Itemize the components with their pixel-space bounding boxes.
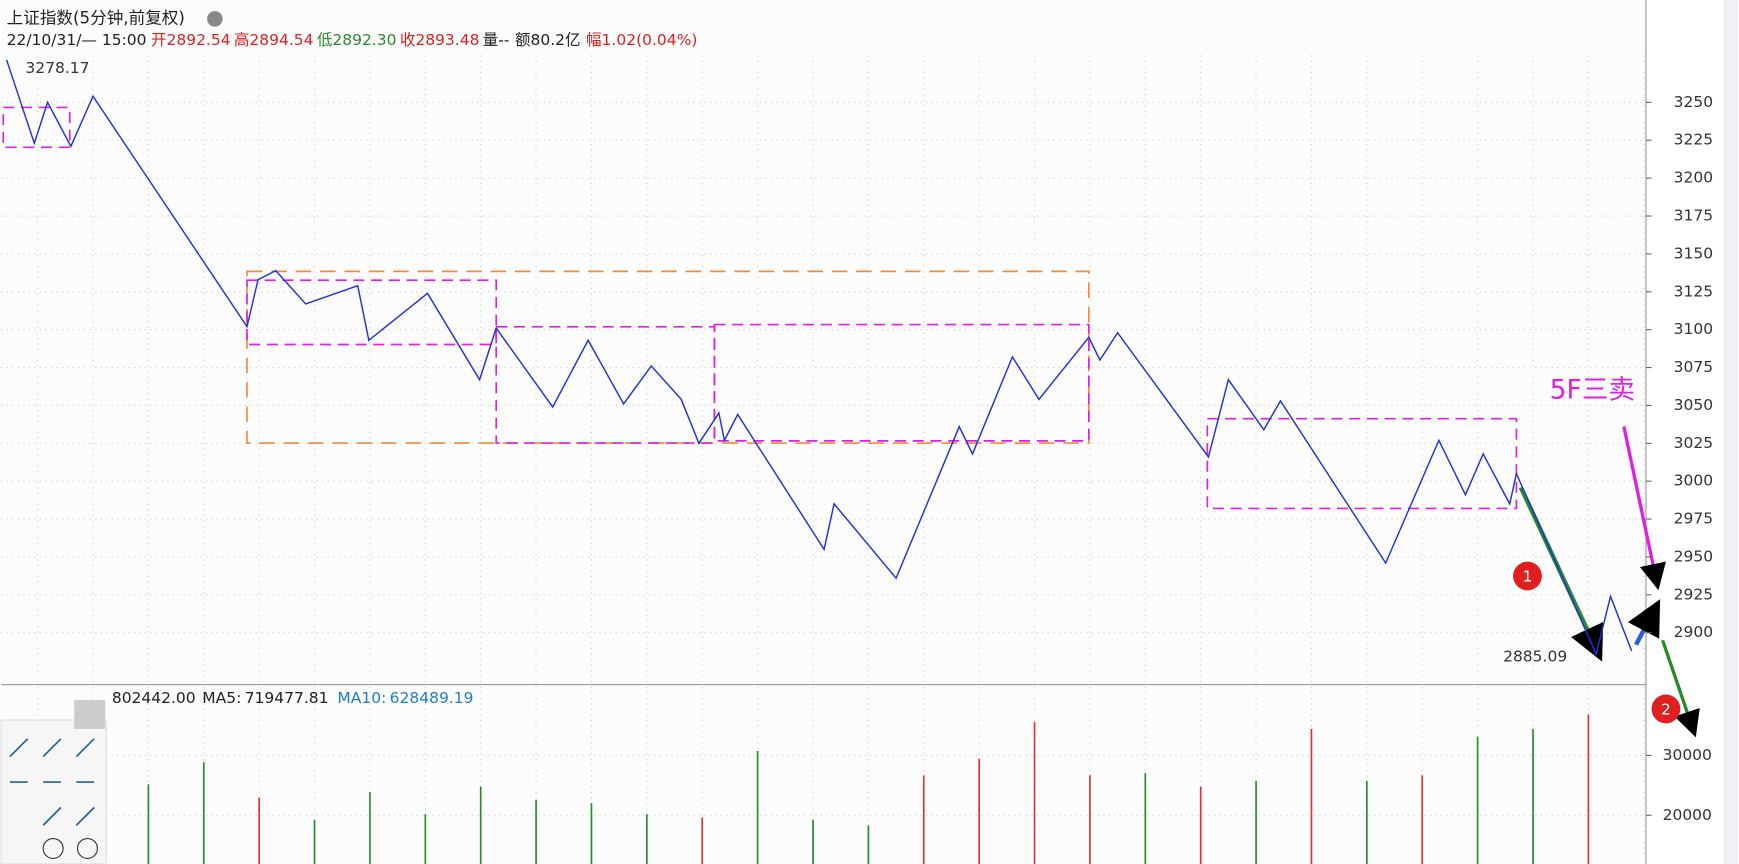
- drawing-toolbox: [0, 700, 107, 864]
- close-button[interactable]: [74, 700, 106, 729]
- trend-arrow: [1627, 599, 1661, 646]
- center-box: [246, 270, 1090, 444]
- tool-icon[interactable]: [76, 837, 98, 860]
- marker-circle: [1513, 561, 1542, 591]
- marker-text: 2: [1661, 701, 1671, 719]
- marker-text: 1: [1523, 568, 1533, 586]
- tool-icons[interactable]: [9, 738, 95, 826]
- value: 802442.00: [112, 688, 196, 706]
- label: 幅: [586, 30, 602, 48]
- y-tick-label: 3200: [1674, 169, 1713, 187]
- center-box: [495, 325, 716, 444]
- value: 1.02(0.04%): [602, 30, 698, 48]
- y-tick-label: 2950: [1674, 547, 1713, 565]
- dropdown-icon[interactable]: [207, 11, 223, 27]
- value: 2893.48: [415, 30, 479, 48]
- value: 628489.19: [390, 688, 474, 706]
- volume-legend: 802442.00 MA5: 719477.81 MA10: 628489.19: [112, 688, 474, 706]
- datetime: 22/10/31/— 15:00: [7, 30, 147, 48]
- y-tick-label: 3125: [1674, 282, 1713, 300]
- y-tick-label: 3225: [1674, 131, 1713, 149]
- low-label: 2885.09: [1503, 647, 1567, 665]
- label: MA5:: [202, 688, 241, 706]
- center-box: [1206, 417, 1518, 510]
- y-tick-label: 3050: [1674, 396, 1713, 414]
- title: 上证指数(5分钟,前复权): [7, 8, 185, 27]
- center-box: [713, 323, 1090, 442]
- y-tick-label: 3250: [1674, 93, 1713, 111]
- y-tick-label: 3150: [1674, 244, 1713, 262]
- label: 高: [234, 30, 250, 48]
- label: 收: [400, 30, 416, 48]
- side-toolbar[interactable]: [1723, 0, 1738, 864]
- value: 2892.54: [166, 30, 230, 48]
- center-box: [246, 279, 498, 346]
- y-tick-label: 3100: [1674, 320, 1713, 338]
- label: 低: [317, 30, 333, 48]
- value: 量--: [483, 30, 510, 48]
- annotation-arrow: [1622, 426, 1666, 591]
- marker-circle: [1651, 694, 1681, 724]
- y-tick-label: 2975: [1674, 510, 1713, 528]
- quote-line: 22/10/31/— 15:00 开2892.54 高2894.54 低2892.30…: [7, 30, 698, 48]
- y-tick-label: 3075: [1674, 358, 1713, 376]
- y-tick-label: 3025: [1674, 434, 1713, 452]
- y-tick-label: 30000: [1663, 746, 1712, 764]
- y-tick-label: 20000: [1663, 806, 1712, 824]
- y-tick-label: 3175: [1674, 207, 1713, 225]
- zigzag-line: [5, 59, 1633, 657]
- value: 719477.81: [245, 688, 329, 706]
- label: 开: [151, 30, 167, 48]
- annotation: 5F三卖: [1550, 375, 1635, 406]
- tool-icon[interactable]: [42, 837, 64, 860]
- y-tick-label: 2925: [1674, 585, 1713, 603]
- value: 2892.30: [332, 30, 396, 48]
- y-tick-label: 3000: [1674, 472, 1713, 490]
- value: 2894.54: [249, 30, 313, 48]
- high-label: 3278.17: [25, 59, 89, 77]
- value: 额80.2亿: [515, 30, 581, 48]
- label: MA10:: [337, 688, 386, 706]
- y-tick-label: 2900: [1674, 623, 1713, 641]
- trend-arrow: [1661, 639, 1700, 738]
